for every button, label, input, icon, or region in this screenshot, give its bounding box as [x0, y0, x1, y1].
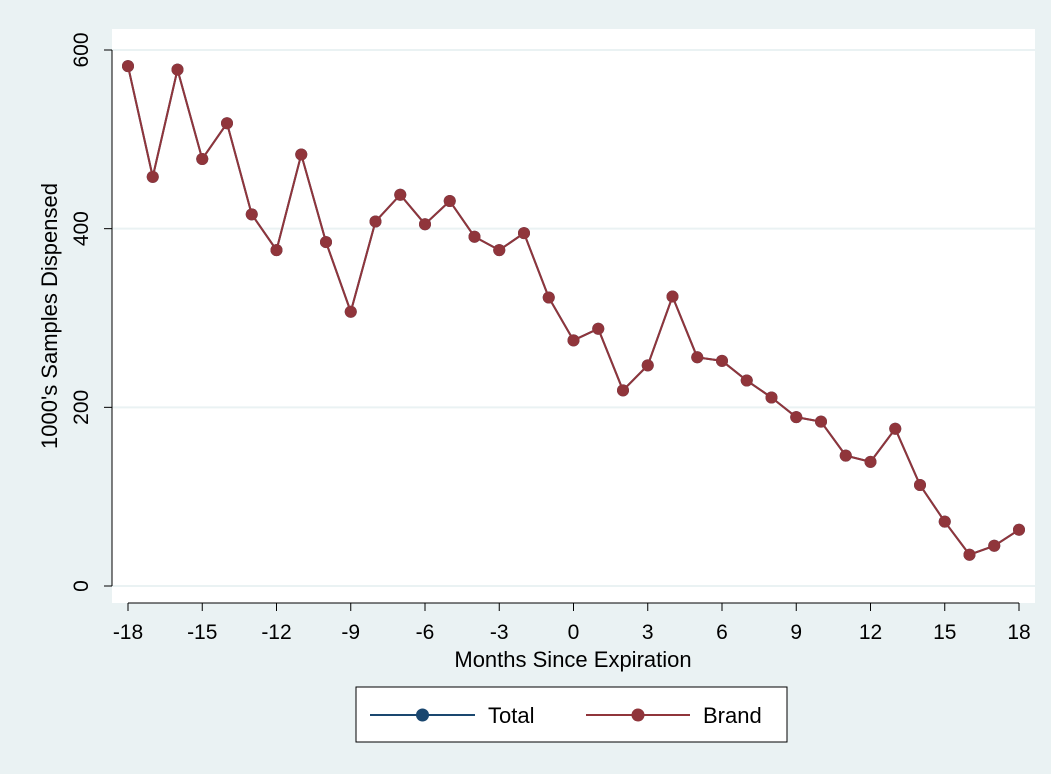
- series-brand-point: [666, 290, 679, 303]
- x-tick-label: -3: [490, 621, 509, 644]
- series-brand-point: [617, 384, 629, 397]
- x-tick-label: 9: [790, 621, 802, 644]
- series-brand-point: [493, 244, 506, 257]
- series-brand-point: [320, 236, 332, 249]
- series-brand-point: [221, 117, 233, 130]
- series-brand-point: [914, 479, 926, 492]
- y-tick-label: 200: [70, 390, 93, 425]
- series-brand-point: [443, 194, 456, 207]
- x-tick-label: 15: [933, 621, 956, 644]
- legend-brand-marker: [631, 708, 645, 722]
- x-axis: -18 -15 -12 -9 -6 -3 0 3 6 9 12 15 18: [113, 602, 1031, 644]
- series-brand-point: [889, 422, 902, 435]
- series-brand-point: [245, 208, 258, 221]
- series-brand-point: [369, 215, 382, 228]
- series-brand-point: [171, 63, 184, 76]
- x-tick-label: -18: [113, 621, 143, 644]
- x-tick-label: 12: [859, 621, 882, 644]
- series-brand-point: [468, 230, 481, 243]
- series-brand-point: [641, 359, 654, 372]
- x-tick-label: 6: [716, 621, 728, 644]
- series-brand-point: [344, 305, 357, 318]
- x-tick-label: 0: [568, 621, 580, 644]
- series-brand-point: [567, 334, 580, 347]
- series-brand-point: [518, 227, 530, 240]
- series-brand-point: [270, 244, 283, 257]
- series-brand-point: [815, 415, 827, 428]
- series-brand-point: [146, 170, 159, 183]
- series-brand-point: [122, 60, 134, 73]
- series-brand-point: [419, 218, 431, 231]
- y-tick-label: 600: [70, 32, 93, 67]
- y-axis: 0 200 400 600: [70, 32, 113, 592]
- series-brand-point: [542, 291, 555, 304]
- x-tick-label: -12: [261, 621, 291, 644]
- x-tick-label: -15: [187, 621, 217, 644]
- series-brand-point: [963, 548, 976, 561]
- series-brand-point: [864, 455, 877, 468]
- series-layer: [122, 60, 1025, 561]
- gridlines: [112, 49, 1035, 587]
- series-brand-point: [765, 391, 778, 404]
- series-brand-point: [938, 515, 951, 528]
- series-brand-point: [592, 322, 605, 335]
- series-brand-point: [988, 539, 1001, 552]
- legend: Total Brand: [355, 686, 788, 743]
- series-brand-point: [394, 188, 407, 201]
- series-brand-point: [839, 449, 852, 462]
- x-tick-label: -9: [341, 621, 360, 644]
- series-brand-point: [295, 148, 308, 161]
- series-brand-point: [740, 374, 753, 387]
- x-tick-label: 18: [1007, 621, 1030, 644]
- x-tick-label: 3: [642, 621, 654, 644]
- x-tick-label: -6: [416, 621, 435, 644]
- plot-area: [112, 29, 1035, 603]
- series-brand-point: [1013, 523, 1025, 536]
- legend-total-marker: [416, 708, 429, 722]
- y-axis-label: 1000's Samples Dispensed: [37, 183, 62, 449]
- series-brand-point: [196, 152, 209, 165]
- x-axis-label: Months Since Expiration: [454, 647, 691, 672]
- legend-total-label: Total: [488, 703, 534, 728]
- y-tick-label: 400: [70, 211, 93, 246]
- series-brand-point: [716, 354, 728, 367]
- y-tick-label: 0: [70, 580, 93, 592]
- series-brand-point: [790, 411, 803, 424]
- legend-brand-label: Brand: [703, 703, 762, 728]
- series-brand-point: [691, 351, 704, 364]
